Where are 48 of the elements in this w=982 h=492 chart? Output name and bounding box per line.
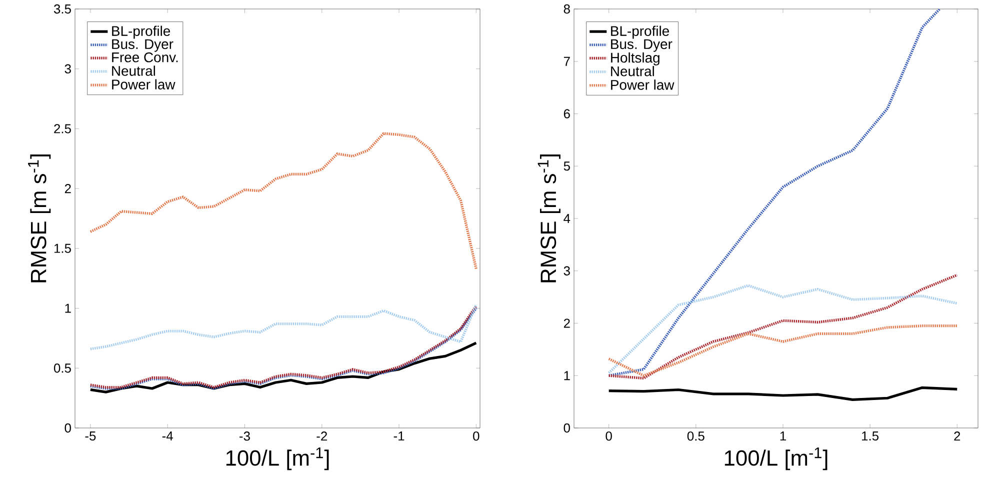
y-tick-label: 2 bbox=[64, 184, 71, 194]
y-tick-label: 1.5 bbox=[54, 244, 71, 253]
x-tick-label: -3 bbox=[240, 432, 250, 441]
y-tick-label: 0.5 bbox=[54, 364, 71, 373]
legend-label: Neutral bbox=[112, 66, 155, 76]
x-tick-label: -4 bbox=[162, 432, 173, 440]
x-tick-label: 2 bbox=[954, 432, 960, 441]
y-tick-label: 0 bbox=[564, 423, 570, 433]
legend-label: Power law bbox=[611, 80, 674, 90]
line-series bbox=[608, 8, 942, 377]
y-tick-label: 2.5 bbox=[54, 124, 71, 134]
y-tick-label: 7 bbox=[564, 56, 570, 66]
line-series bbox=[608, 324, 958, 377]
legend-label: Bus. Dyer bbox=[611, 39, 672, 52]
y-tick-label: 6 bbox=[564, 109, 570, 118]
line-series bbox=[608, 284, 958, 374]
x-tick-label: 0 bbox=[606, 432, 612, 441]
y-tick-label: 3 bbox=[564, 266, 570, 276]
y-tick-label: 3 bbox=[64, 64, 71, 74]
x-tick-label: 0 bbox=[473, 432, 480, 441]
x-tick-label: -1 bbox=[394, 432, 404, 440]
line-series bbox=[89, 132, 478, 270]
x-tick-label: 1.5 bbox=[862, 432, 878, 441]
legend-label: Power law bbox=[112, 79, 176, 90]
y-tick-label: 3.5 bbox=[54, 4, 71, 14]
x-tick-label: 1 bbox=[780, 432, 786, 440]
legend-label: BL-profile bbox=[611, 26, 669, 39]
legend-label: Neutral bbox=[611, 66, 654, 76]
legend-label: Bus. Dyer bbox=[112, 39, 174, 52]
x-tick-label: 0.5 bbox=[687, 432, 704, 441]
x-tick-label: -2 bbox=[316, 432, 327, 441]
y-tick-label: 1 bbox=[65, 304, 71, 313]
y-tick-label: 0 bbox=[64, 423, 71, 433]
y-axis-title: RMSE [m s$^{-1}$] bbox=[538, 154, 560, 282]
x-tick-label: -5 bbox=[85, 432, 96, 441]
y-tick-label: 2 bbox=[564, 318, 570, 328]
y-tick-label: 8 bbox=[564, 4, 570, 14]
y-tick-label: 5 bbox=[564, 162, 570, 171]
line-series bbox=[608, 274, 958, 380]
y-axis-title: RMSE [m s$^{-1}$] bbox=[28, 154, 51, 282]
line-series bbox=[608, 386, 958, 401]
legend-label: Holtslag bbox=[611, 52, 660, 66]
x-axis-title: 100/L [m$^{-1}$] bbox=[724, 448, 828, 470]
legend-label: Free Conv. bbox=[112, 52, 178, 62]
y-tick-label: 4 bbox=[564, 214, 570, 223]
y-tick-label: 1 bbox=[564, 371, 570, 380]
x-axis-title: 100/L [m$^{-1}$] bbox=[226, 448, 329, 470]
legend-label: BL-profile bbox=[112, 26, 170, 39]
